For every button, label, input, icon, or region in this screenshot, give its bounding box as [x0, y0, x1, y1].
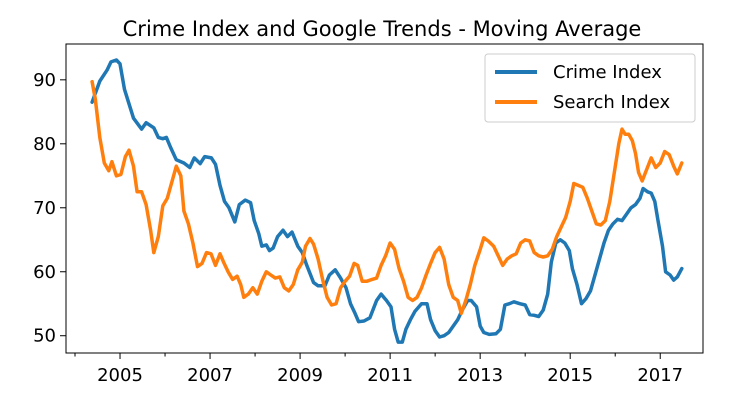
y-tick-label: 90: [33, 70, 56, 91]
y-tick-label: 80: [33, 134, 56, 155]
x-tick-label: 2009: [277, 365, 323, 386]
y-tick-label: 60: [33, 262, 56, 283]
legend: Crime Index Search Index: [484, 53, 696, 123]
x-tick-label: 2005: [97, 365, 143, 386]
legend-label-crime-index: Crime Index: [553, 62, 662, 83]
x-tick-label: 2015: [547, 365, 593, 386]
x-tick-label: 2007: [187, 365, 233, 386]
x-tick-label: 2013: [457, 365, 503, 386]
y-tick-label: 70: [33, 198, 56, 219]
y-tick-label: 50: [33, 326, 56, 347]
series-line-search-index: [90, 79, 684, 316]
plot-lines: [90, 58, 684, 344]
x-tick-label: 2017: [637, 365, 683, 386]
series-line-crime-index: [90, 58, 684, 344]
chart-title: Crime Index and Google Trends - Moving A…: [123, 17, 642, 41]
x-tick-label: 2011: [367, 365, 413, 386]
axis-ticks: 50 60 70 80 90 2005 2007 2009 2011 2013 2015 2017: [33, 70, 683, 386]
plot-frame: [65, 43, 704, 354]
legend-box: [484, 53, 696, 123]
legend-label-search-index: Search Index: [553, 92, 670, 113]
